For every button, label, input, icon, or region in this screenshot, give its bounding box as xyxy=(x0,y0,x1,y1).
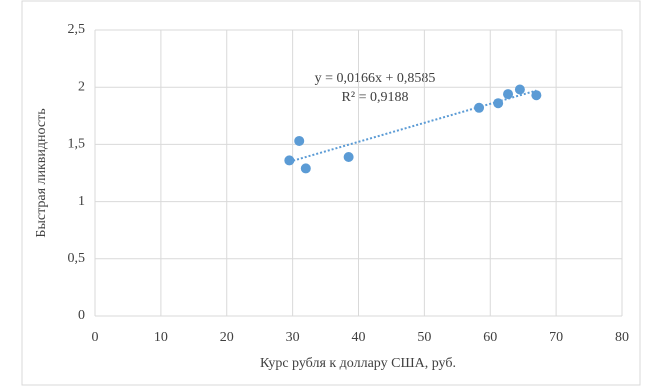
point xyxy=(300,163,311,174)
x-tick-label: 10 xyxy=(154,330,168,345)
x-tick-label: 0 xyxy=(92,330,99,345)
point xyxy=(514,84,525,95)
x-tick-label: 20 xyxy=(220,330,234,345)
trend-equation: y = 0,0166x + 0,8585 xyxy=(315,71,436,86)
x-tick-label: 80 xyxy=(615,330,629,345)
point xyxy=(503,89,514,100)
y-tick-label: 1 xyxy=(78,194,85,209)
point xyxy=(493,98,504,109)
y-tick-label: 1,5 xyxy=(68,137,86,152)
point xyxy=(531,90,542,101)
trendline xyxy=(289,89,537,163)
x-axis-label: Курс рубля к доллару США, руб. xyxy=(260,356,456,371)
point xyxy=(474,102,485,113)
point xyxy=(294,135,305,146)
y-axis-label: Быстрая ликвидность xyxy=(34,108,49,237)
point xyxy=(284,155,295,166)
y-tick-label: 2,5 xyxy=(68,22,86,37)
x-tick-label: 50 xyxy=(417,330,431,345)
y-tick-label: 0,5 xyxy=(68,251,86,266)
y-tick-label: 2 xyxy=(78,79,85,94)
x-tick-label: 70 xyxy=(549,330,563,345)
x-tick-label: 30 xyxy=(286,330,300,345)
chart-frame xyxy=(21,0,641,386)
trend-r2: R² = 0,9188 xyxy=(342,90,409,105)
point xyxy=(343,151,354,162)
y-tick-label: 0 xyxy=(78,308,85,323)
x-tick-label: 60 xyxy=(483,330,497,345)
x-tick-label: 40 xyxy=(352,330,366,345)
